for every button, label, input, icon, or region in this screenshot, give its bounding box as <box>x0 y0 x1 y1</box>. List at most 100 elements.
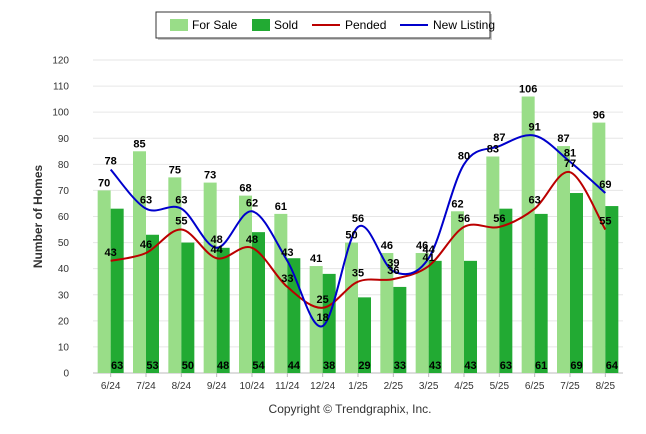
pended-data-label: 55 <box>175 216 187 228</box>
legend: For Sale Sold Pended New Listing <box>155 11 495 40</box>
y-tick-label: 60 <box>58 212 70 223</box>
x-tick-label: 12/24 <box>310 381 335 392</box>
for-sale-data-label: 85 <box>133 138 145 150</box>
sold-data-label: 53 <box>146 360 158 372</box>
sold-bar <box>287 258 301 373</box>
new-listing-data-label: 80 <box>458 150 470 162</box>
new-listing-data-label: 81 <box>564 148 576 160</box>
x-tick-label: 7/24 <box>136 381 156 392</box>
pended-data-label: 41 <box>423 252 435 264</box>
for-sale-bar <box>521 96 535 374</box>
new-listing-data-label: 63 <box>140 195 152 207</box>
for-sale-data-label: 73 <box>204 170 216 182</box>
sold-data-label: 69 <box>570 360 582 372</box>
sold-bar <box>534 213 548 373</box>
sold-bar <box>464 260 477 373</box>
legend-item-label: For Sale <box>192 18 238 32</box>
y-tick-label: 20 <box>58 316 70 327</box>
sold-bar <box>181 242 195 373</box>
sold-bar <box>393 286 407 373</box>
y-tick-label: 10 <box>58 342 70 353</box>
for-sale-bar <box>274 213 288 373</box>
sold-bar <box>216 247 230 373</box>
new-listing-data-label: 91 <box>529 122 541 134</box>
sold-data-label: 38 <box>323 360 335 372</box>
sold-bar <box>252 232 265 373</box>
sold-data-label: 61 <box>535 360 547 372</box>
for-sale-data-label: 41 <box>310 253 322 265</box>
series-lines <box>109 134 607 328</box>
pended-data-label: 33 <box>281 273 293 285</box>
y-tick-label: 120 <box>52 56 69 67</box>
x-tick-label: 7/25 <box>560 381 580 392</box>
new-listing-data-label: 44 <box>423 244 436 256</box>
for-sale-bar <box>239 195 252 373</box>
for-sale-data-label: 61 <box>275 201 287 213</box>
y-tick-label: 30 <box>58 290 70 301</box>
y-tick-label: 70 <box>58 186 70 197</box>
new-listing-data-label: 48 <box>211 234 223 246</box>
sold-bar <box>146 234 159 373</box>
x-tick-label: 8/24 <box>172 381 192 392</box>
sold-bar <box>322 273 336 373</box>
for-sale-data-label: 46 <box>381 240 393 252</box>
for-sale-bar <box>345 242 358 373</box>
y-tick-label: 90 <box>58 134 70 145</box>
data-labels: 70 85 75 73 68 61 41 50 46 46 62 83 106 87 96 63 53 50 48 5… <box>98 84 619 372</box>
for-sale-bar <box>133 151 146 373</box>
sold-data-label: 63 <box>500 360 512 372</box>
for-sale-bar <box>415 253 429 373</box>
sold-data-label: 50 <box>182 360 194 372</box>
sold-bar <box>110 208 124 373</box>
y-axis-label: Number of Homes <box>31 165 45 269</box>
x-tick-label: 4/25 <box>454 381 474 392</box>
pended-data-label: 46 <box>140 239 152 251</box>
legend-swatch <box>252 19 270 31</box>
for-sale-data-label: 62 <box>451 198 463 210</box>
for-sale-bar <box>309 266 323 373</box>
for-sale-data-label: 70 <box>98 177 110 189</box>
pended-data-label: 56 <box>458 213 470 225</box>
sold-data-label: 33 <box>394 360 406 372</box>
for-sale-data-label: 50 <box>345 230 357 242</box>
y-axis-ticks: 0 10 20 30 40 50 60 70 80 90 100 110 120 <box>52 56 69 380</box>
for-sale-bar <box>380 253 394 373</box>
for-sale-data-label: 96 <box>593 110 605 122</box>
pended-data-label: 36 <box>387 265 399 277</box>
x-tick-label: 10/24 <box>239 381 264 392</box>
x-tick-label: 2/25 <box>384 381 404 392</box>
for-sale-bar <box>451 211 464 373</box>
new-listing-data-label: 56 <box>352 213 364 225</box>
sold-data-label: 63 <box>111 360 123 372</box>
new-listing-data-label: 39 <box>387 257 399 269</box>
y-tick-label: 110 <box>53 82 69 93</box>
sold-bar <box>570 193 583 373</box>
legend-item-label: New Listing <box>433 18 495 32</box>
sold-bar <box>358 297 371 373</box>
legend-swatch <box>170 19 188 31</box>
x-tick-label: 11/24 <box>275 381 300 392</box>
for-sale-bar <box>592 122 606 373</box>
new-listing-line <box>109 134 606 328</box>
for-sale-bar <box>203 182 217 373</box>
for-sale-bar <box>168 177 182 373</box>
for-sale-data-label: 87 <box>557 133 569 145</box>
for-sale-data-label: 46 <box>416 240 428 252</box>
x-tick-label: 6/25 <box>525 381 545 392</box>
sold-bar <box>605 206 619 373</box>
x-tick-label: 3/25 <box>419 381 439 392</box>
sold-data-label: 43 <box>429 360 441 372</box>
sold-bar <box>499 208 513 373</box>
copyright-text: Copyright © Trendgraphix, Inc. <box>269 402 432 416</box>
sold-data-label: 64 <box>606 360 619 372</box>
pended-data-label: 77 <box>564 158 576 170</box>
for-sale-data-label: 106 <box>519 84 537 96</box>
new-listing-data-label: 78 <box>105 156 117 168</box>
x-tick-label: 5/25 <box>490 381 510 392</box>
legend-item-label: Pended <box>345 18 386 32</box>
for-sale-bar <box>557 146 570 373</box>
sold-data-label: 48 <box>217 360 229 372</box>
new-listing-data-label: 62 <box>246 197 258 209</box>
